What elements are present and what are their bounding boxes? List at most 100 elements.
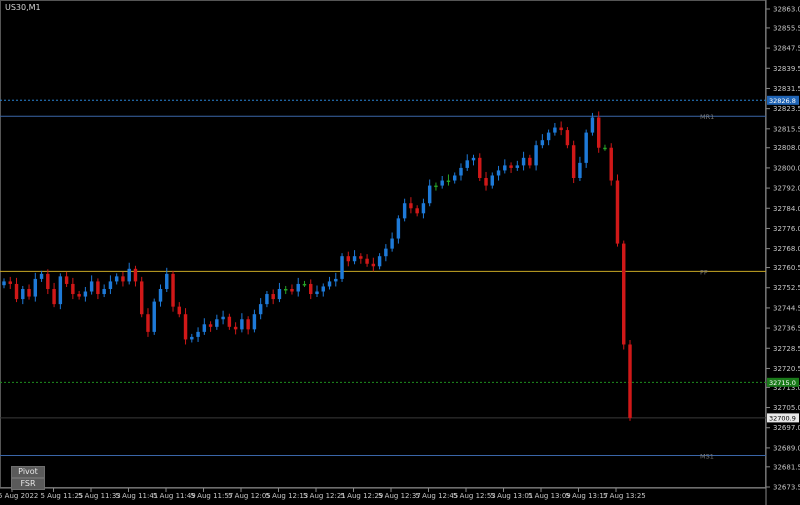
fsr-button[interactable]: FSR bbox=[11, 478, 45, 490]
candle-body[interactable] bbox=[102, 288, 106, 295]
candle-body[interactable] bbox=[377, 256, 382, 267]
pivot-button[interactable]: Pivot bbox=[11, 466, 45, 478]
candle-body[interactable] bbox=[334, 278, 338, 282]
candle-body[interactable] bbox=[402, 203, 407, 219]
candle-body[interactable] bbox=[265, 294, 269, 305]
candle-body[interactable] bbox=[52, 288, 56, 305]
candle-body[interactable] bbox=[208, 324, 213, 327]
candle-body[interactable] bbox=[227, 316, 232, 327]
candle-body[interactable] bbox=[327, 281, 332, 287]
candle-body[interactable] bbox=[190, 336, 194, 340]
candle-body[interactable] bbox=[384, 248, 388, 257]
candle-body[interactable] bbox=[146, 314, 150, 332]
candle-body[interactable] bbox=[196, 331, 200, 337]
candle-body[interactable] bbox=[603, 147, 607, 150]
candle-body[interactable] bbox=[446, 180, 451, 183]
candle-body[interactable] bbox=[615, 180, 620, 244]
candle-body[interactable] bbox=[578, 162, 582, 179]
candle-body[interactable] bbox=[496, 170, 501, 176]
candle-body[interactable] bbox=[609, 147, 613, 181]
candle-body[interactable] bbox=[271, 294, 275, 300]
candle-body[interactable] bbox=[409, 203, 413, 209]
candle-body[interactable] bbox=[622, 243, 626, 345]
candle-body[interactable] bbox=[221, 316, 225, 320]
candle-body[interactable] bbox=[77, 294, 81, 297]
candle-body[interactable] bbox=[540, 140, 545, 146]
candle-body[interactable] bbox=[521, 157, 526, 166]
candle-body[interactable] bbox=[340, 256, 344, 279]
candle-body[interactable] bbox=[46, 273, 50, 289]
candle-body[interactable] bbox=[152, 301, 156, 332]
candle-body[interactable] bbox=[565, 130, 570, 146]
candle-body[interactable] bbox=[108, 281, 113, 289]
candle-body[interactable] bbox=[258, 304, 263, 315]
candle-body[interactable] bbox=[415, 208, 419, 214]
candle-body[interactable] bbox=[390, 238, 394, 249]
candle-body[interactable] bbox=[202, 324, 207, 332]
candle-body[interactable] bbox=[515, 165, 520, 168]
candle-body[interactable] bbox=[127, 268, 131, 282]
candle-body[interactable] bbox=[158, 288, 163, 302]
candle-body[interactable] bbox=[628, 344, 632, 418]
candle-body[interactable] bbox=[427, 185, 432, 204]
candle-body[interactable] bbox=[315, 291, 319, 295]
candle-body[interactable] bbox=[571, 145, 576, 179]
candle-body[interactable] bbox=[452, 175, 457, 181]
candle-body[interactable] bbox=[252, 314, 257, 330]
candle-body[interactable] bbox=[528, 157, 532, 166]
candle-body[interactable] bbox=[121, 276, 125, 282]
candle-body[interactable] bbox=[96, 281, 100, 295]
candle-body[interactable] bbox=[559, 127, 563, 131]
candle-body[interactable] bbox=[434, 185, 438, 188]
candle-body[interactable] bbox=[584, 132, 588, 163]
candle-body[interactable] bbox=[21, 288, 25, 300]
candle-body[interactable] bbox=[546, 132, 551, 141]
candle-body[interactable] bbox=[71, 283, 75, 295]
candle-body[interactable] bbox=[553, 127, 557, 133]
candle-body[interactable] bbox=[478, 157, 482, 179]
candle-body[interactable] bbox=[490, 175, 495, 186]
candle-body[interactable] bbox=[421, 203, 426, 214]
candle-body[interactable] bbox=[246, 319, 250, 330]
candle-body[interactable] bbox=[64, 276, 69, 284]
candle-body[interactable] bbox=[371, 263, 376, 267]
candle-body[interactable] bbox=[277, 288, 282, 300]
candle-body[interactable] bbox=[171, 273, 175, 307]
candle-body[interactable] bbox=[233, 326, 238, 330]
candle-body[interactable] bbox=[396, 218, 401, 239]
candle-body[interactable] bbox=[503, 165, 507, 171]
candle-body[interactable] bbox=[2, 281, 6, 286]
candle-body[interactable] bbox=[177, 306, 182, 315]
candle-body[interactable] bbox=[365, 258, 369, 264]
candle-body[interactable] bbox=[58, 276, 63, 305]
candle-body[interactable] bbox=[509, 165, 513, 168]
candle-body[interactable] bbox=[596, 117, 601, 148]
candle-body[interactable] bbox=[346, 256, 351, 262]
candle-body[interactable] bbox=[83, 291, 88, 297]
candle-body[interactable] bbox=[440, 180, 444, 186]
candle-body[interactable] bbox=[296, 283, 300, 292]
candle-body[interactable] bbox=[590, 117, 595, 133]
candle-body[interactable] bbox=[89, 281, 94, 292]
candle-body[interactable] bbox=[139, 281, 144, 315]
candle-body[interactable] bbox=[14, 283, 19, 300]
candle-body[interactable] bbox=[309, 283, 313, 295]
candle-body[interactable] bbox=[39, 273, 44, 279]
candle-body[interactable] bbox=[471, 157, 476, 161]
candle-body[interactable] bbox=[459, 167, 463, 176]
candle-body[interactable] bbox=[215, 319, 219, 327]
candle-body[interactable] bbox=[534, 145, 538, 166]
candle-body[interactable] bbox=[8, 281, 12, 284]
candle-body[interactable] bbox=[133, 268, 138, 282]
candle-body[interactable] bbox=[165, 273, 169, 289]
candle-body[interactable] bbox=[283, 288, 288, 291]
candle-body[interactable] bbox=[352, 256, 357, 262]
candle-body[interactable] bbox=[114, 276, 119, 282]
candle-body[interactable] bbox=[359, 256, 363, 259]
candle-body[interactable] bbox=[465, 160, 469, 168]
candle-body[interactable] bbox=[27, 288, 31, 297]
candle-body[interactable] bbox=[33, 278, 38, 297]
candle-body[interactable] bbox=[290, 288, 294, 292]
candle-body[interactable] bbox=[302, 283, 307, 286]
